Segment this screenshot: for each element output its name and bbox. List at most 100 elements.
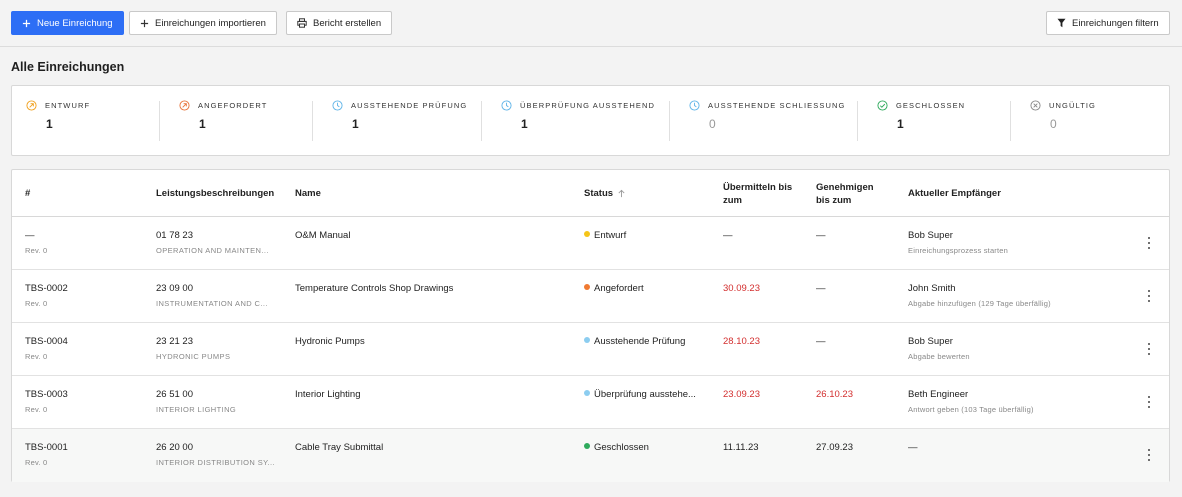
table-row[interactable]: TBS-0002 Rev. 0 23 09 00 INSTRUMENTATION A… (12, 270, 1169, 323)
summary-item-closed[interactable]: Geschlossen 1 (877, 100, 965, 142)
approve-by-date: — (816, 336, 826, 347)
recipient-name: — (908, 442, 918, 453)
recipient-action: Abgabe bewerten (908, 352, 970, 361)
revision: Rev. 0 (25, 246, 48, 255)
row-menu-icon[interactable] (1145, 449, 1153, 461)
recipient-name: Bob Super (908, 336, 953, 347)
status-badge: Überprüfung ausstehe... (584, 389, 696, 400)
clock-icon (332, 100, 343, 111)
approve-by-date: 27.09.23 (816, 442, 853, 453)
submission-name[interactable]: Hydronic Pumps (295, 336, 365, 347)
submit-by-date: 30.09.23 (723, 283, 760, 294)
summary-item-invalid[interactable]: Ungültig 0 (1030, 100, 1096, 142)
column-header-spec[interactable]: Leistungsbeschreibungen (156, 188, 275, 199)
create-report-button[interactable]: Bericht erstellen (286, 11, 393, 35)
submit-by-date: 23.09.23 (723, 389, 760, 400)
recipient-name: John Smith (908, 283, 956, 294)
divider (159, 101, 160, 141)
column-header-number[interactable]: # (25, 188, 31, 199)
clock-icon (689, 100, 700, 111)
table-row[interactable]: — Rev. 0 01 78 23 OPERATION AND MAINTEN...… (12, 217, 1169, 270)
toolbar: Neue Einreichung Einreichungen importier… (0, 0, 1182, 47)
status-badge: Geschlossen (584, 442, 649, 453)
column-header-status[interactable]: Status (584, 170, 626, 217)
summary-item-pending-closure[interactable]: Ausstehende Schliessung 0 (689, 100, 845, 142)
submission-name[interactable]: Interior Lighting (295, 389, 361, 400)
submission-name[interactable]: Cable Tray Submittal (295, 442, 384, 453)
summary-item-requested[interactable]: Angefordert 1 (179, 100, 267, 142)
status-label: Entwurf (594, 230, 627, 241)
divider (312, 101, 313, 141)
spec-description: INTERIOR DISTRIBUTION SY... (156, 458, 276, 467)
summary-label: Ungültig (1049, 101, 1096, 110)
submit-by-date: — (723, 230, 733, 241)
table-row[interactable]: TBS-0004 Rev. 0 23 21 23 HYDRONIC PUMPS Hy… (12, 323, 1169, 376)
status-dot (584, 443, 590, 449)
recipient-action: Antwort geben (103 Tage überfällig) (908, 405, 1034, 414)
revision: Rev. 0 (25, 405, 48, 414)
status-dot (584, 284, 590, 290)
clock-icon (501, 100, 512, 111)
submission-number: TBS-0004 (25, 336, 68, 347)
status-label: Geschlossen (594, 442, 649, 453)
new-submission-label: Neue Einreichung (37, 17, 113, 29)
page-title: Alle Einreichungen (11, 60, 125, 74)
summary-label: Ausstehende Schliessung (708, 101, 846, 110)
filter-submissions-label: Einreichungen filtern (1072, 17, 1159, 29)
submit-by-date: 28.10.23 (723, 336, 760, 347)
submission-number: TBS-0002 (25, 283, 68, 294)
divider (669, 101, 670, 141)
submission-name[interactable]: O&M Manual (295, 230, 351, 241)
recipient-name: Bob Super (908, 230, 953, 241)
column-header-approve-by[interactable]: Genehmigen bis zum (816, 170, 874, 217)
approve-by-date: — (816, 230, 826, 241)
revision: Rev. 0 (25, 458, 48, 467)
status-dot (584, 231, 590, 237)
summary-label: Geschlossen (896, 101, 966, 110)
summary-item-review-pending[interactable]: Überprüfung ausstehend 1 (501, 100, 655, 142)
summary-label: Angefordert (198, 101, 268, 110)
row-menu-icon[interactable] (1145, 396, 1153, 408)
approve-by-date: — (816, 283, 826, 294)
filter-submissions-button[interactable]: Einreichungen filtern (1046, 11, 1170, 35)
submission-number: TBS-0003 (25, 389, 68, 400)
summary-item-draft[interactable]: Entwurf 1 (26, 100, 90, 142)
spec-description: HYDRONIC PUMPS (156, 352, 231, 361)
divider (1010, 101, 1011, 141)
column-header-submit-line2: zum (723, 194, 742, 206)
summary-label: Entwurf (45, 101, 91, 110)
status-label: Überprüfung ausstehe... (594, 389, 696, 400)
column-header-approve-line1: Genehmigen (816, 181, 874, 193)
column-header-recipient[interactable]: Aktueller Empfänger (908, 188, 1001, 199)
submission-number: — (25, 230, 35, 241)
column-header-submit-by[interactable]: Übermitteln bis zum (723, 170, 792, 217)
column-header-name[interactable]: Name (295, 188, 321, 199)
import-submissions-label: Einreichungen importieren (155, 17, 266, 29)
summary-count: 1 (352, 117, 359, 131)
recipient-name: Beth Engineer (908, 389, 969, 400)
summary-item-pending-review[interactable]: Ausstehende Prüfung 1 (332, 100, 467, 142)
plus-icon (140, 19, 149, 27)
spec-code: 26 20 00 (156, 442, 193, 453)
import-submissions-button[interactable]: Einreichungen importieren (129, 11, 277, 35)
submissions-table: # Leistungsbeschreibungen Name Status Üb… (11, 169, 1170, 482)
new-submission-button[interactable]: Neue Einreichung (11, 11, 124, 35)
summary-count: 1 (199, 117, 206, 131)
recipient-action: Abgabe hinzufügen (129 Tage überfällig) (908, 299, 1051, 308)
status-label: Ausstehende Prüfung (594, 336, 686, 347)
plus-icon (22, 19, 31, 27)
status-dot (584, 390, 590, 396)
row-menu-icon[interactable] (1145, 343, 1153, 355)
spec-code: 23 09 00 (156, 283, 193, 294)
column-header-approve-line2: bis zum (816, 194, 852, 206)
row-menu-icon[interactable] (1145, 237, 1153, 249)
arrow-up-right-circle-icon (26, 100, 37, 111)
row-menu-icon[interactable] (1145, 290, 1153, 302)
table-row[interactable]: TBS-0001 Rev. 0 26 20 00 INTERIOR DISTRIBU… (12, 429, 1169, 482)
table-row[interactable]: TBS-0003 Rev. 0 26 51 00 INTERIOR LIGHTING… (12, 376, 1169, 429)
divider (857, 101, 858, 141)
column-header-submit-line1: Übermitteln bis (723, 181, 793, 193)
revision: Rev. 0 (25, 352, 48, 361)
revision: Rev. 0 (25, 299, 48, 308)
submission-name[interactable]: Temperature Controls Shop Drawings (295, 283, 454, 294)
